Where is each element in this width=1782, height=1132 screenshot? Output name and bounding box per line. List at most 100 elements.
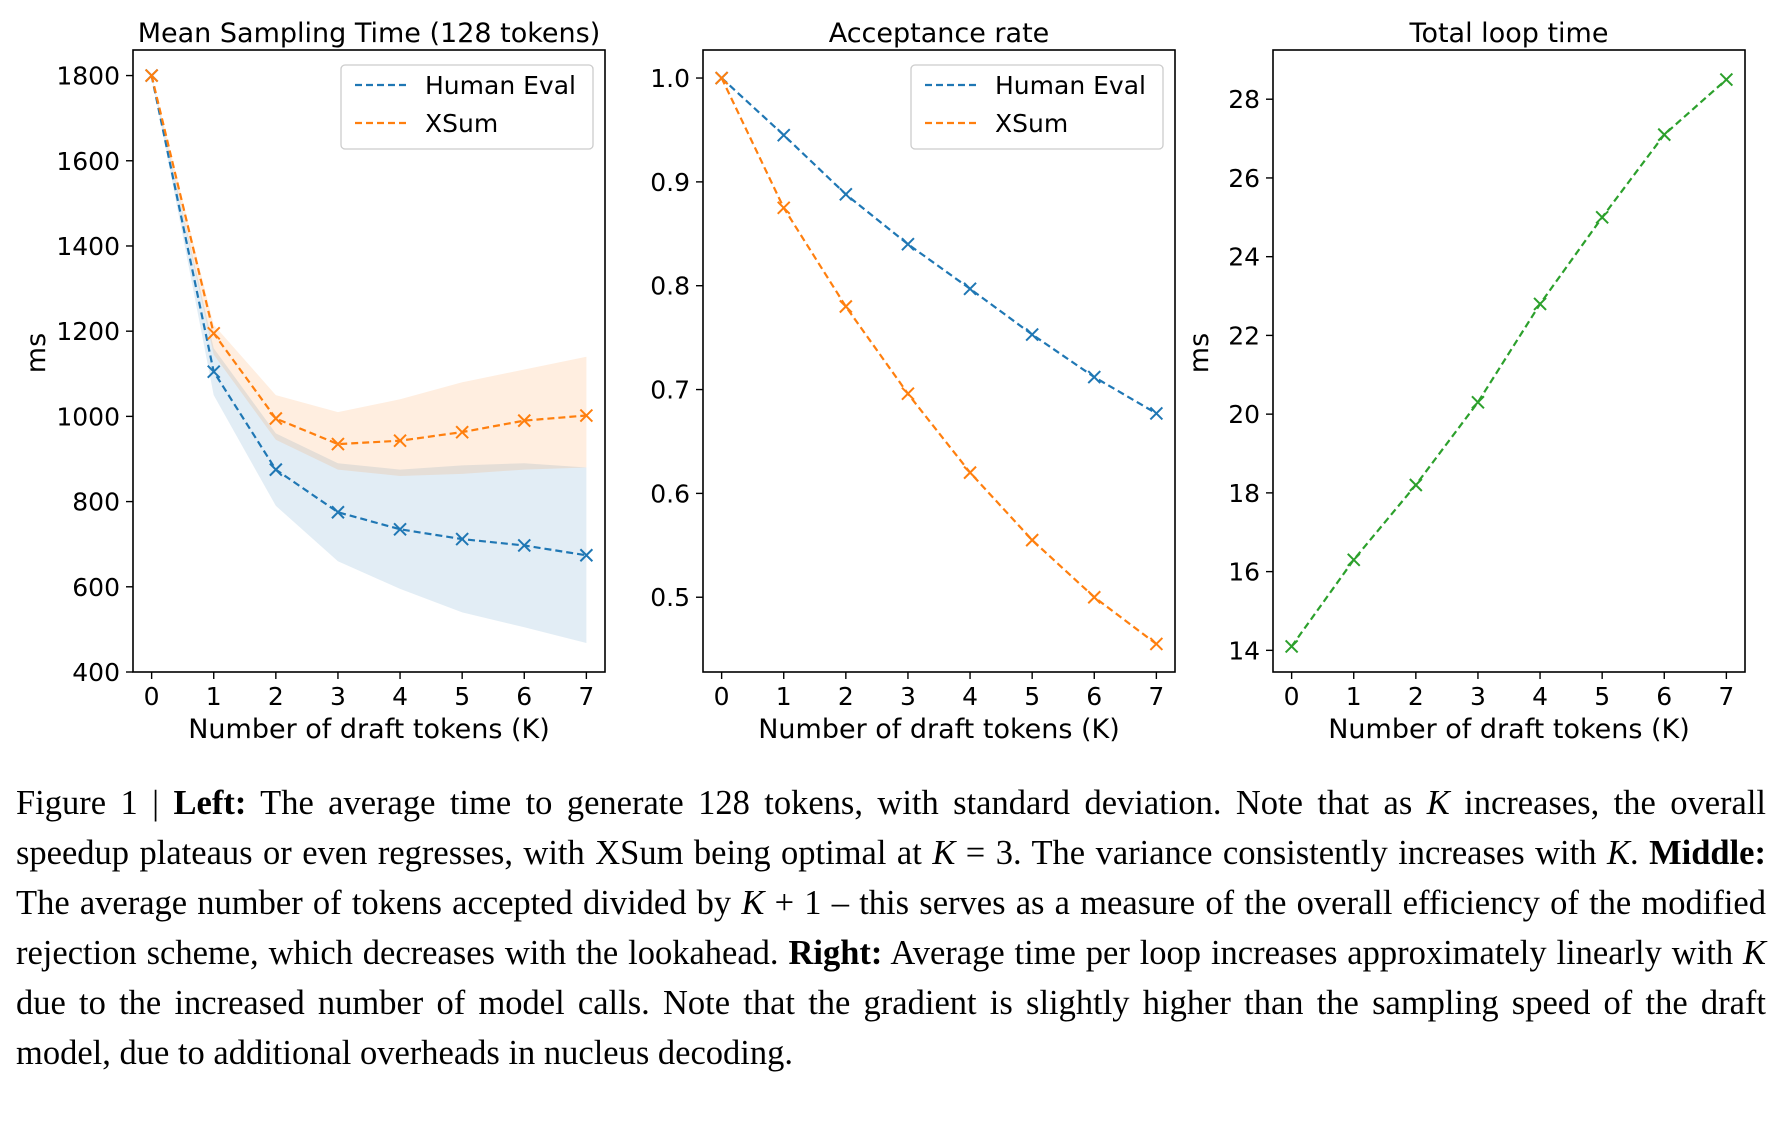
x-tick-label: 2	[838, 682, 854, 711]
caption-text: + 1 – this serves as a measure of the ov…	[16, 884, 1766, 972]
y-tick-label: 20	[1228, 400, 1260, 429]
data-point-xsum	[777, 201, 791, 215]
legend-entry: XSum	[995, 109, 1068, 138]
y-tick-label: 600	[72, 573, 120, 602]
y-tick-label: 0.7	[650, 376, 690, 405]
legend: Human Eval XSum	[910, 64, 1164, 150]
data-point-human-eval	[1025, 327, 1039, 342]
chart-title: Mean Sampling Time (128 tokens)	[138, 18, 601, 49]
data-point-xsum	[839, 299, 853, 314]
data-point-xsum	[1087, 590, 1101, 604]
x-tick-label: 3	[1470, 682, 1486, 711]
x-tick-label: 0	[144, 682, 160, 711]
chart-panel-3: Total loop time 0 1 2 3 4 5 6 7 14 16 18 20 22 24 26 28 N…	[1184, 18, 1746, 745]
caption-text: Average time per loop increases approxim…	[882, 934, 1743, 972]
caption-var-k: K	[741, 884, 765, 922]
data-point-human-eval	[963, 282, 977, 296]
caption-text: = 3. The variance consistently increases…	[955, 834, 1607, 872]
y-tick-label: 0.9	[650, 168, 690, 197]
plot-frame	[702, 49, 1176, 673]
data-point-human-eval	[517, 538, 531, 553]
data-point-series	[1657, 127, 1671, 142]
series-line-human-eval	[150, 75, 587, 557]
data-point-series	[1595, 210, 1609, 225]
y-tick-label: 1600	[56, 147, 120, 176]
legend-entry: Human Eval	[425, 71, 576, 100]
data-point-xsum	[714, 71, 729, 85]
data-point-human-eval	[901, 237, 915, 251]
caption-right-label: Right:	[788, 934, 883, 972]
series-line-human-eval	[720, 77, 1157, 415]
caption-text: .	[1629, 834, 1650, 872]
data-point-xsum	[455, 425, 469, 439]
data-point-xsum	[331, 437, 345, 451]
std-band-xsum	[151, 75, 587, 476]
y-tick-label: 18	[1228, 479, 1260, 508]
x-tick-label: 5	[1594, 682, 1610, 711]
series-line-xsum	[150, 75, 587, 446]
caption-text: The average number of tokens accepted di…	[16, 884, 742, 922]
x-tick-label: 5	[1024, 682, 1040, 711]
caption-var-k: K	[1606, 834, 1630, 872]
data-point-human-eval	[579, 548, 594, 562]
chart-panel-1: Mean Sampling Time (128 tokens) 0 1 2 3 4 5 6 7 4…	[21, 18, 606, 745]
x-tick-label: 7	[1718, 682, 1734, 711]
caption-figure-number: Figure 1 |	[16, 784, 174, 822]
x-tick-label: 0	[1284, 682, 1300, 711]
std-band-human-eval	[151, 75, 587, 644]
series-line-series	[1290, 78, 1728, 648]
x-tick-label: 4	[962, 682, 978, 711]
data-point-human-eval	[1087, 370, 1101, 384]
caption-text: The average time to generate 128 tokens,…	[246, 784, 1427, 822]
y-tick-label: 800	[72, 488, 120, 517]
chart-title: Acceptance rate	[829, 18, 1050, 49]
data-point-human-eval	[839, 187, 853, 202]
y-tick-label: 1400	[56, 232, 120, 261]
x-tick-label: 0	[714, 682, 730, 711]
data-point-xsum	[207, 326, 221, 341]
data-point-xsum	[144, 68, 159, 83]
y-axis-label: ms	[1184, 333, 1215, 373]
data-point-xsum	[901, 387, 915, 401]
x-tick-label: 6	[516, 682, 532, 711]
data-point-human-eval	[1149, 406, 1164, 421]
x-tick-label: 7	[1148, 682, 1164, 711]
data-point-series	[1533, 297, 1547, 311]
y-tick-label: 14	[1228, 636, 1260, 665]
y-tick-label: 400	[72, 658, 120, 687]
legend-entry: Human Eval	[995, 71, 1146, 100]
y-axis-label: ms	[21, 333, 52, 373]
figure-charts: Mean Sampling Time (128 tokens) 0 1 2 3 4 5 6 7 4…	[21, 18, 1746, 745]
x-tick-label: 6	[1086, 682, 1102, 711]
data-point-series	[1347, 553, 1361, 567]
data-point-xsum	[393, 433, 407, 448]
chart-panel-2: Acceptance rate 0 1 2 3 4 5 6 7 0.5 0.6 0.7 0.8 0.9 1.…	[650, 18, 1176, 745]
x-tick-label: 1	[1346, 682, 1362, 711]
data-point-xsum	[1149, 637, 1164, 651]
y-tick-label: 26	[1228, 164, 1260, 193]
data-point-human-eval	[207, 364, 221, 379]
x-tick-label: 7	[578, 682, 594, 711]
y-tick-label: 28	[1228, 85, 1260, 114]
caption-var-k: K	[1426, 784, 1450, 822]
data-point-xsum	[579, 408, 594, 423]
caption-text: due to the increased number of model cal…	[16, 984, 1766, 1072]
series-line-xsum	[720, 77, 1158, 645]
data-point-xsum	[269, 411, 283, 426]
data-point-human-eval	[455, 532, 469, 546]
data-point-xsum	[963, 465, 977, 480]
data-point-series	[1284, 639, 1299, 654]
x-tick-label: 6	[1656, 682, 1672, 711]
data-point-human-eval	[269, 462, 283, 477]
caption-middle-label: Middle:	[1649, 834, 1766, 872]
data-point-series	[1409, 478, 1423, 492]
legend-entry: XSum	[425, 109, 498, 138]
y-tick-label: 1.0	[650, 64, 690, 93]
x-axis-label: Number of draft tokens (K)	[758, 714, 1120, 745]
y-tick-label: 1000	[56, 402, 120, 431]
data-point-human-eval	[331, 505, 345, 519]
x-tick-label: 3	[900, 682, 916, 711]
data-point-series	[1719, 72, 1734, 87]
legend: Human Eval XSum	[340, 64, 594, 150]
y-tick-label: 1800	[56, 62, 120, 91]
